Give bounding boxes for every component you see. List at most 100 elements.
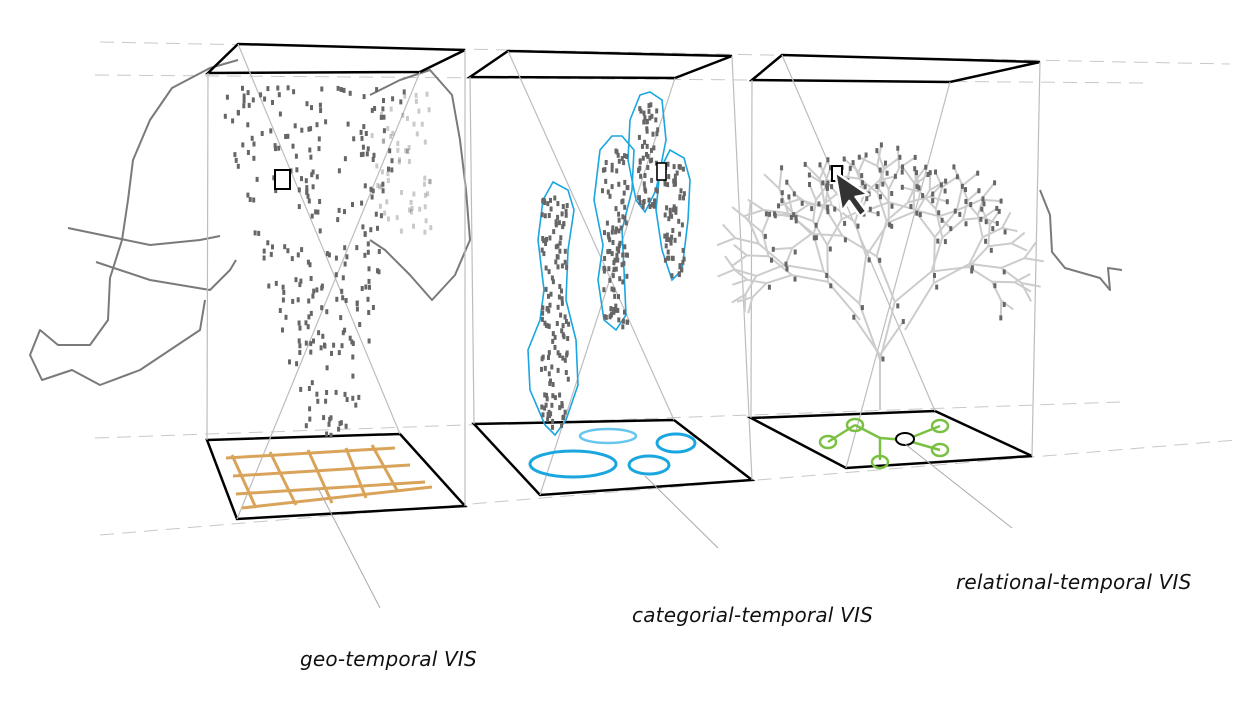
event-point	[608, 314, 612, 320]
event-point	[549, 197, 552, 203]
event-point	[360, 286, 364, 291]
event-point	[274, 280, 278, 286]
event-point	[649, 102, 653, 108]
elephant-icon	[29, 59, 1123, 386]
event-point	[793, 249, 797, 255]
event-point	[390, 167, 394, 173]
event-point	[672, 181, 676, 187]
event-point	[547, 213, 551, 218]
tree-branch	[987, 224, 991, 247]
event-point	[794, 215, 798, 221]
tree-branch	[1000, 299, 1014, 311]
event-point	[312, 338, 315, 344]
tree-branch	[840, 175, 860, 180]
event-point	[623, 153, 626, 159]
event-point	[936, 238, 940, 244]
event-point	[345, 397, 349, 402]
event-point	[681, 259, 685, 265]
tree-branch	[747, 297, 754, 314]
event-point	[367, 266, 371, 272]
event-point	[610, 184, 614, 190]
event-point	[540, 316, 544, 322]
tree-branch	[734, 237, 759, 245]
tree-branch	[1010, 242, 1028, 252]
categorial-temporal-label: categorial-temporal VIS	[632, 603, 873, 627]
event-point	[675, 170, 679, 176]
event-point	[550, 364, 554, 370]
event-point	[382, 114, 386, 120]
event-point	[377, 249, 381, 254]
event-point	[543, 365, 547, 371]
event-point	[999, 315, 1003, 321]
event-point	[663, 257, 667, 263]
event-point	[355, 306, 359, 312]
tree-branch	[733, 243, 748, 257]
tree-branch	[879, 301, 896, 361]
event-point	[406, 149, 410, 154]
event-point	[362, 94, 366, 100]
event-point	[389, 106, 393, 112]
event-point	[367, 278, 371, 284]
event-point	[325, 365, 329, 371]
event-point	[556, 201, 560, 207]
event-point	[267, 283, 271, 289]
event-point	[878, 167, 882, 173]
event-point	[639, 173, 643, 179]
event-point	[980, 206, 984, 212]
event-point	[281, 297, 285, 303]
event-point	[316, 398, 320, 404]
event-point	[386, 171, 390, 177]
event-point	[617, 211, 621, 217]
event-point	[323, 343, 327, 349]
tree-branch	[883, 156, 901, 170]
event-point	[601, 188, 604, 194]
event-point	[271, 100, 274, 105]
event-point	[246, 192, 250, 198]
event-point	[338, 421, 342, 426]
event-point	[543, 200, 547, 205]
tree-branch	[934, 208, 944, 238]
event-point	[277, 92, 281, 98]
event-point	[642, 199, 646, 205]
event-point	[674, 206, 678, 212]
tree-branch	[901, 166, 915, 184]
event-point	[246, 150, 250, 155]
tree-branch	[875, 220, 888, 257]
event-point	[358, 322, 362, 327]
event-point	[784, 261, 788, 267]
event-point	[336, 85, 340, 91]
event-point	[286, 133, 290, 139]
event-point	[420, 121, 424, 127]
event-point	[562, 221, 566, 227]
event-point	[763, 233, 767, 239]
event-point	[361, 151, 365, 157]
event-point	[341, 275, 345, 281]
event-point	[611, 225, 615, 231]
event-point	[625, 319, 629, 325]
event-point	[984, 219, 988, 225]
event-point	[642, 119, 646, 125]
event-point	[337, 207, 341, 213]
tree-branch	[961, 172, 979, 187]
event-point	[614, 303, 618, 309]
event-point	[325, 251, 329, 257]
event-point	[567, 321, 571, 327]
event-point	[315, 174, 319, 180]
event-point	[867, 257, 871, 263]
event-point	[826, 180, 830, 186]
tree-branch	[731, 278, 748, 286]
tree-branch	[858, 303, 881, 361]
event-point	[334, 272, 338, 278]
tree-branch	[827, 182, 840, 197]
event-point	[423, 192, 427, 198]
tree-branch	[1020, 282, 1032, 302]
event-point	[623, 244, 627, 250]
event-point	[792, 191, 796, 197]
event-point	[821, 180, 825, 186]
event-point	[385, 199, 389, 205]
event-point	[646, 165, 650, 170]
event-point	[318, 199, 322, 204]
event-point	[928, 170, 932, 176]
event-point	[612, 260, 616, 265]
event-point	[294, 153, 298, 159]
